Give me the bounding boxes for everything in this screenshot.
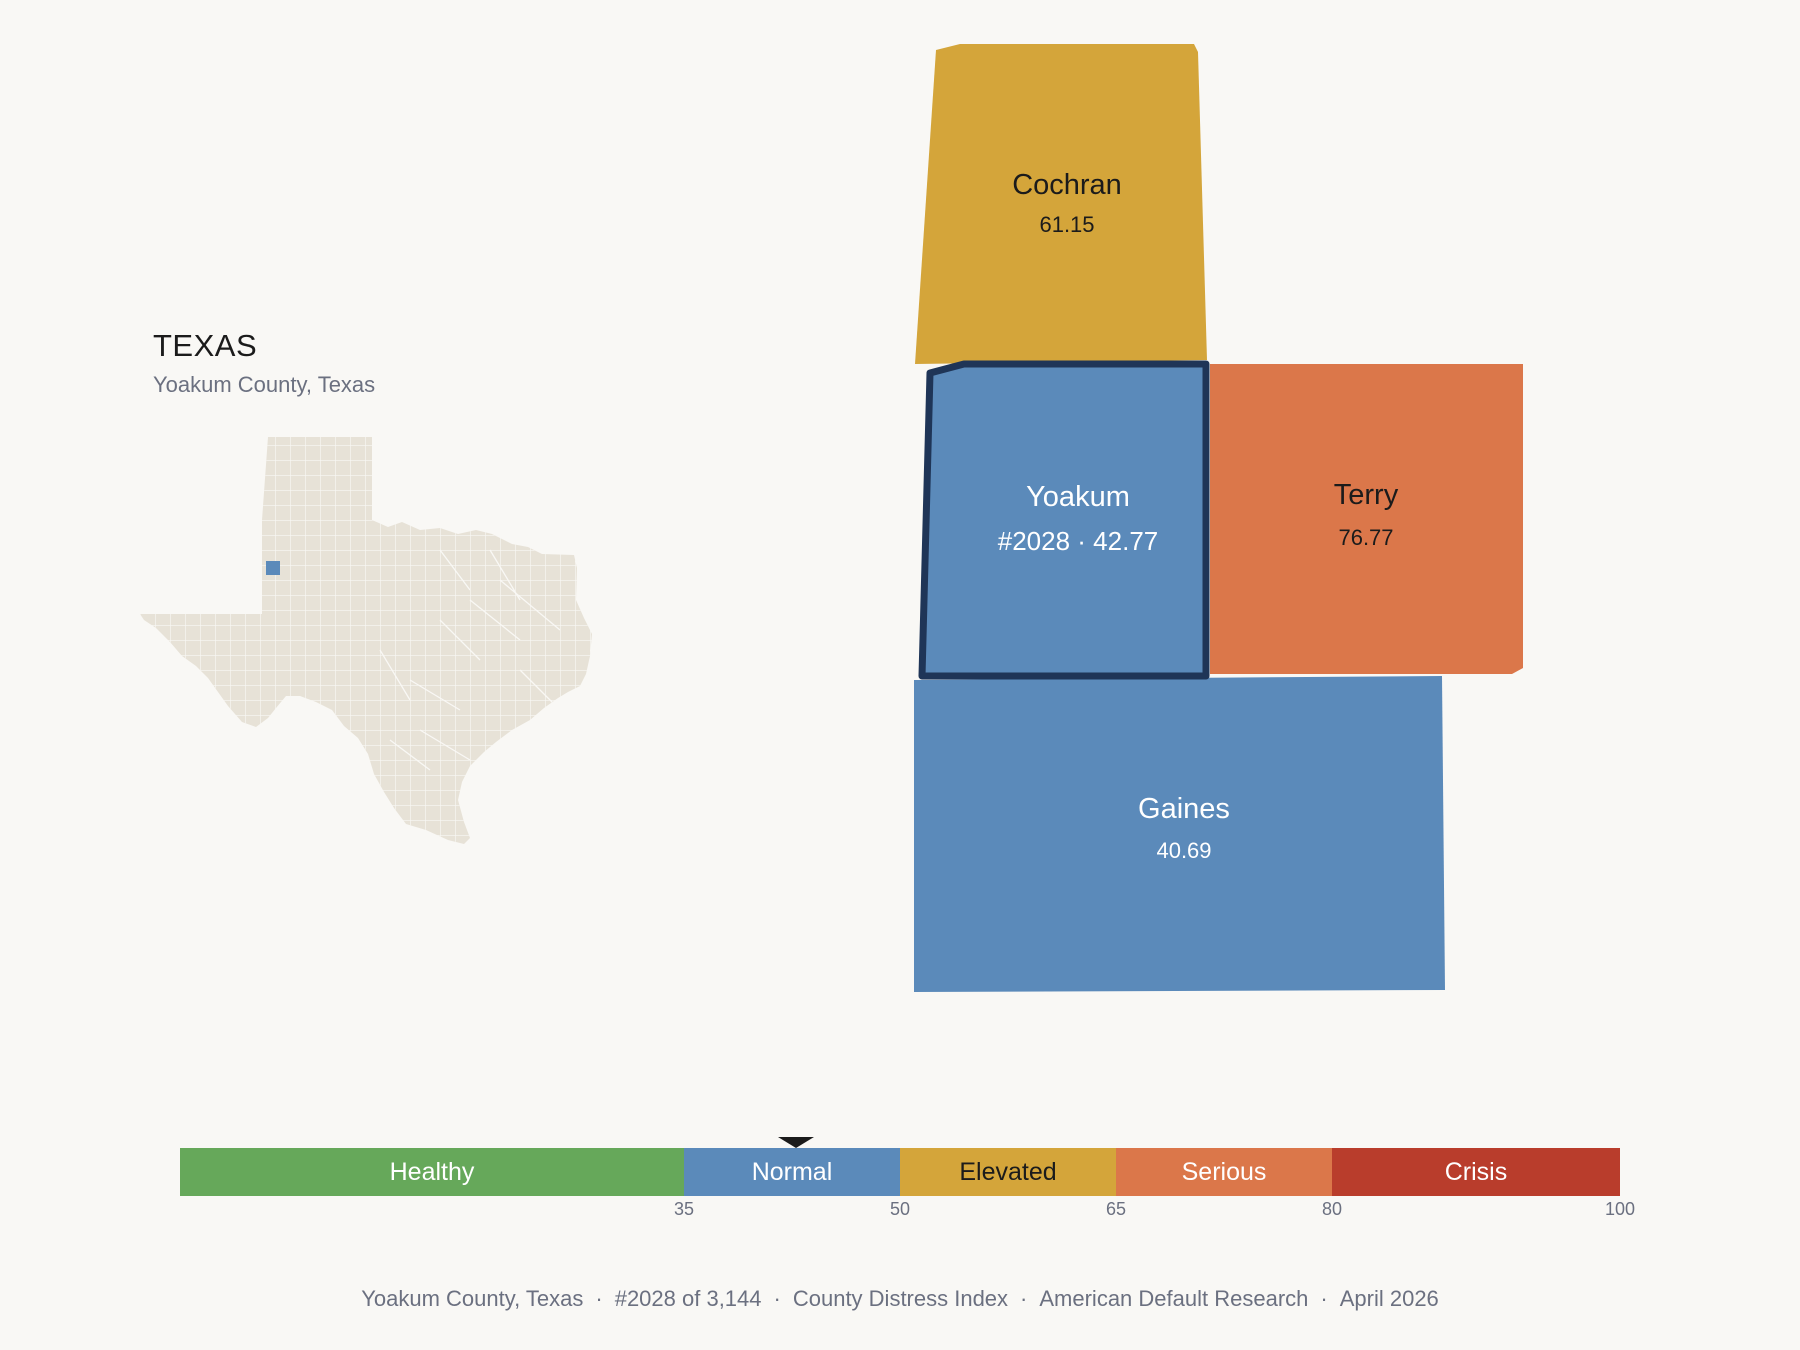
county-terry-shape[interactable] [1210, 364, 1523, 674]
footer-org: American Default Research [1039, 1286, 1309, 1311]
county-neighborhood-map[interactable]: Cochran 61.15 Terry 76.77 Gaines 40.69 Y… [900, 40, 1540, 1000]
county-terry-label: Terry [1334, 479, 1399, 511]
scale-tick-100: 100 [1604, 1199, 1636, 1219]
county-cochran[interactable]: Cochran 61.15 [915, 44, 1207, 364]
scale-tick-50: 50 [889, 1199, 911, 1219]
scale-serious: Serious [1116, 1148, 1332, 1196]
footer-date: April 2026 [1339, 1286, 1439, 1311]
county-terry-value: 76.77 [1338, 525, 1393, 550]
scale-normal-label: Normal [751, 1157, 833, 1186]
scale-normal: Normal [684, 1148, 900, 1196]
county-gaines-shape[interactable] [914, 676, 1445, 992]
scale-healthy: Healthy [180, 1148, 684, 1196]
current-value-marker [777, 1137, 814, 1148]
county-yoakum[interactable]: Yoakum #2028 · 42.77 [918, 360, 1210, 680]
county-yoakum-label: Yoakum [1026, 481, 1130, 513]
scale-elevated-label: Elevated [959, 1157, 1057, 1186]
county-yoakum-value: #2028 · 42.77 [998, 526, 1158, 556]
scale-crisis-label: Crisis [1444, 1157, 1508, 1186]
scale-healthy-label: Healthy [389, 1157, 475, 1186]
state-title: TEXAS [153, 328, 258, 363]
county-cochran-label: Cochran [1012, 169, 1122, 201]
county-yoakum-shape[interactable] [918, 360, 1210, 680]
scale-serious-label: Serious [1181, 1157, 1267, 1186]
footer-county: Yoakum County, Texas [361, 1286, 584, 1311]
footer-caption: Yoakum County, Texas · #2028 of 3,144 · Coun… [361, 1286, 1439, 1311]
scale-crisis: Crisis [1332, 1148, 1620, 1196]
scale-tick-35: 35 [673, 1199, 695, 1219]
state-subtitle: Yoakum County, Texas [153, 372, 376, 397]
county-terry[interactable]: Terry 76.77 [1210, 364, 1523, 674]
yoakum-locator-marker [266, 561, 280, 575]
scale-tick-65: 65 [1105, 1199, 1127, 1219]
county-cochran-shape[interactable] [915, 44, 1207, 364]
scale-elevated: Elevated [900, 1148, 1116, 1196]
distress-scale-bar: Healthy Normal Elevated Serious Crisis [180, 1148, 1620, 1196]
footer-index: County Distress Index [792, 1286, 1009, 1311]
county-gaines-label: Gaines [1138, 793, 1230, 825]
county-cochran-value: 61.15 [1039, 212, 1094, 237]
scale-tick-80: 80 [1321, 1199, 1343, 1219]
texas-locator-map [140, 437, 592, 844]
footer-rank: #2028 of 3,144 [614, 1286, 762, 1311]
county-gaines-value: 40.69 [1156, 838, 1211, 863]
county-gaines[interactable]: Gaines 40.69 [914, 676, 1445, 992]
